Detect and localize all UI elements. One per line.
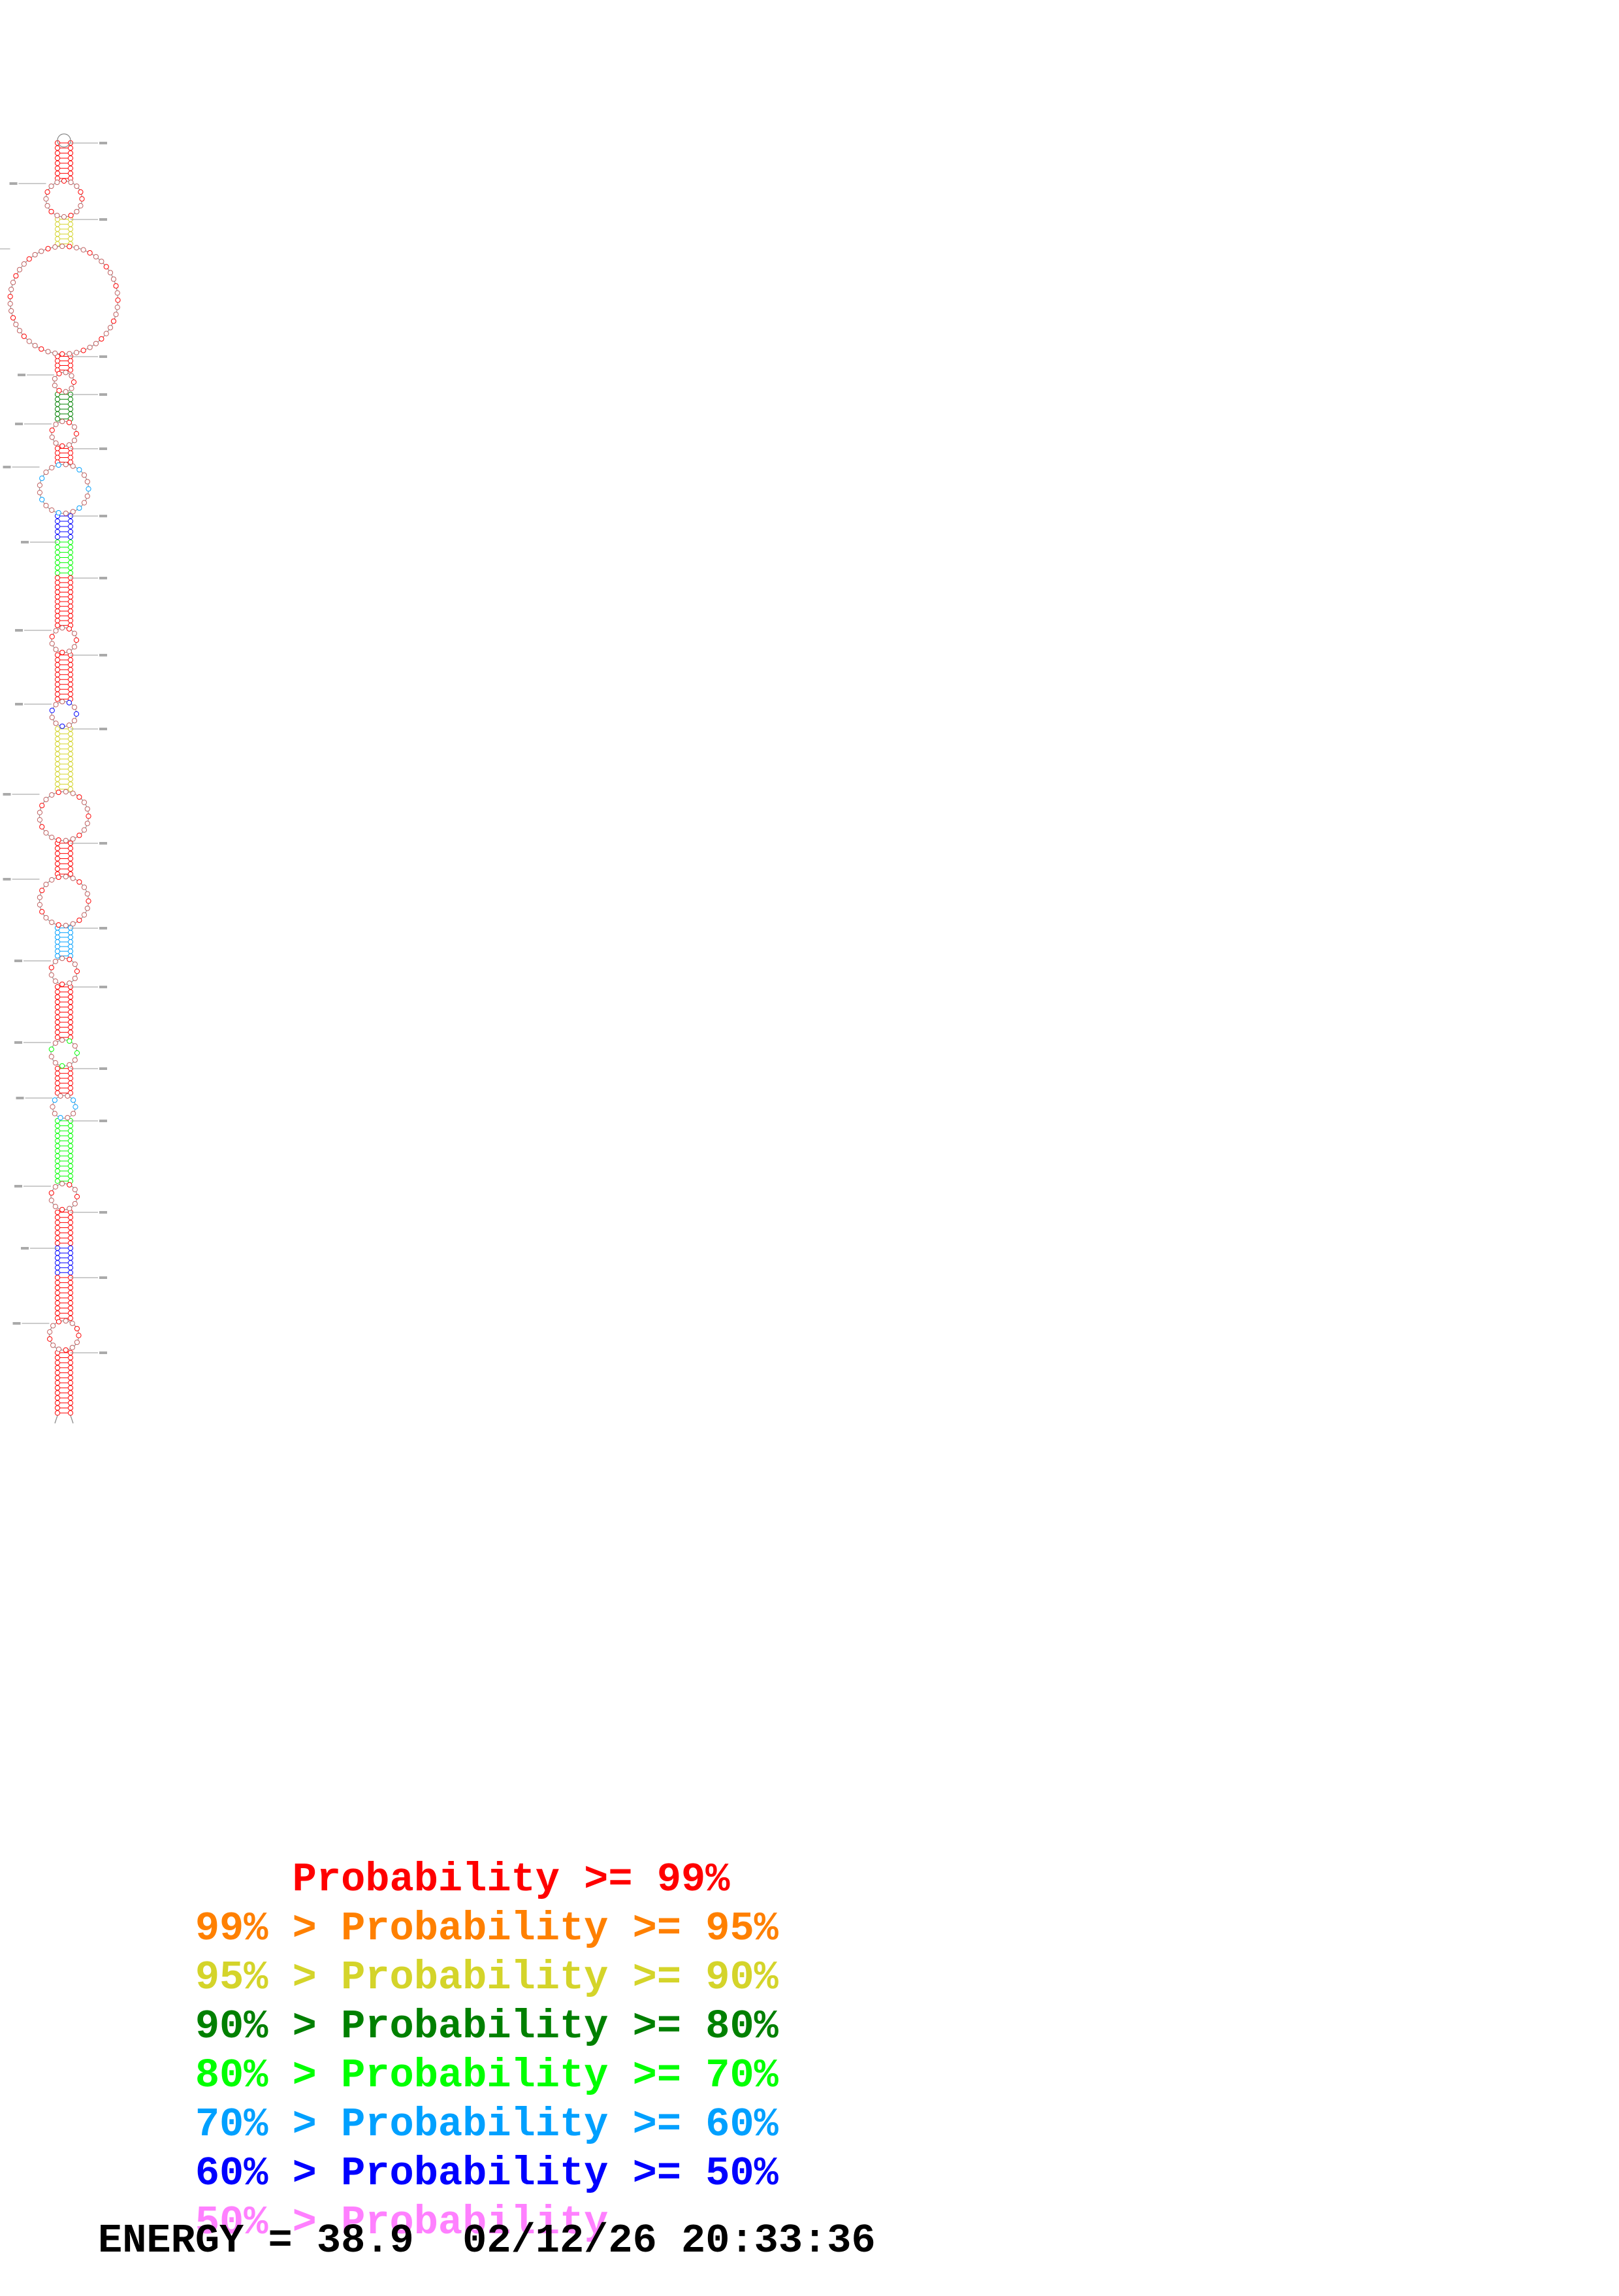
legend-operator: >= [632, 2150, 682, 2197]
legend-upper-bound: 95% [705, 1905, 778, 1952]
legend-row-3: 95% > Probability >= 90% [98, 1904, 778, 2001]
probability-legend: Probability >= 99% 99% > Probability >= … [98, 1806, 778, 2246]
timestamp-date: 02/12/26 [462, 2218, 657, 2264]
legend-row-5: 80% > Probability >= 70% [98, 2002, 778, 2099]
legend-label: Probability [292, 1856, 560, 1903]
legend-row-1: Probability >= 99% [98, 1806, 778, 1903]
legend-row-8: 50% > Probability [98, 2149, 778, 2246]
legend-label: Probability [341, 1905, 609, 1952]
legend-label: Probability [341, 2101, 609, 2148]
position-ticks [0, 142, 107, 1354]
legend-upper-bound: 80% [705, 2003, 778, 2050]
legend-upper-bound: 70% [705, 2052, 778, 2099]
legend-operator: >= [632, 2101, 682, 2148]
legend-separator: > [292, 2101, 317, 2148]
structure-loops [7, 133, 121, 1353]
legend-lower-bound: 99% [195, 1905, 268, 1952]
legend-label: Probability [341, 2150, 609, 2197]
legend-separator: > [292, 2199, 317, 2246]
legend-separator: > [292, 2052, 317, 2099]
legend-lower-bound: 50% [195, 2199, 268, 2246]
energy-footer: ENERGY = 38.9 02/12/26 20:33:36 [98, 2218, 876, 2264]
legend-lower-bound: 60% [195, 2150, 268, 2197]
legend-separator: > [292, 1954, 317, 2001]
energy-equals: = [268, 2218, 293, 2264]
legend-lower-bound: 80% [195, 2052, 268, 2099]
timestamp-time: 20:33:36 [681, 2218, 876, 2264]
legend-separator: > [292, 2150, 317, 2197]
legend-lower-bound: 70% [195, 2101, 268, 2148]
legend-operator: >= [632, 2003, 682, 2050]
legend-row-2: 99% > Probability >= 95% [98, 1855, 778, 1952]
legend-lower-bound: 95% [195, 1954, 268, 2001]
legend-label: Probability [341, 2199, 609, 2246]
legend-label: Probability [341, 1954, 609, 2001]
legend-row-7: 60% > Probability >= 50% [98, 2100, 778, 2197]
legend-separator: > [292, 1905, 317, 1952]
legend-label: Probability [341, 2003, 609, 2050]
legend-operator: >= [632, 2052, 682, 2099]
legend-operator: >= [632, 1954, 682, 2001]
legend-operator: >= [632, 1905, 682, 1952]
energy-label: ENERGY [98, 2218, 244, 2264]
legend-upper-bound: 90% [705, 1954, 778, 2001]
legend-upper-bound: 99% [656, 1856, 730, 1903]
energy-value: 38.9 [316, 2218, 414, 2264]
legend-lower-bound: 90% [195, 2003, 268, 2050]
rna-secondary-structure-diagram [0, 133, 121, 1424]
legend-upper-bound: 60% [705, 2101, 778, 2148]
legend-separator: > [292, 2003, 317, 2050]
legend-label: Probability [341, 2052, 609, 2099]
legend-upper-bound: 50% [705, 2150, 778, 2197]
legend-row-4: 90% > Probability >= 80% [98, 1953, 778, 2050]
legend-operator: >= [584, 1856, 633, 1903]
legend-row-6: 70% > Probability >= 60% [98, 2051, 778, 2148]
stem-helices [54, 140, 74, 1424]
